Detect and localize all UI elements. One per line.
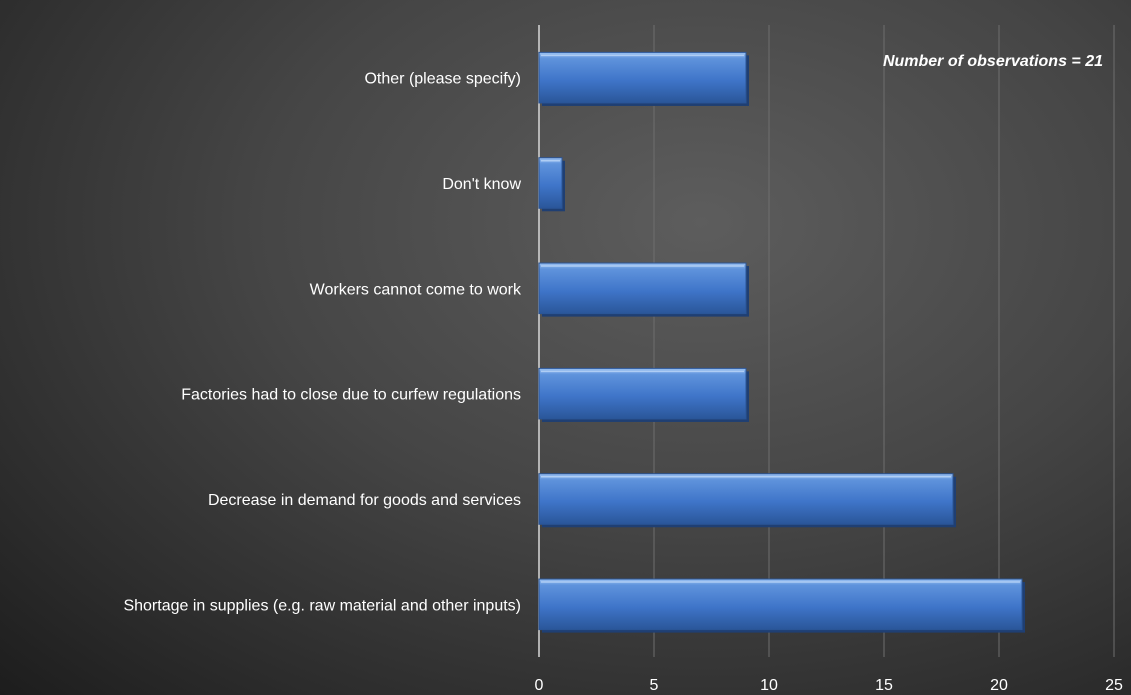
bar-face — [538, 51, 747, 104]
observations-annotation: Number of observations = 21 — [883, 53, 1103, 70]
bar-2 — [538, 262, 749, 317]
category-label: Other (please specify) — [364, 71, 521, 88]
category-label: Factories had to close due to curfew reg… — [181, 387, 521, 404]
x-tick-labels: 0 5 10 15 20 25 — [535, 677, 1123, 694]
x-tick-label: 20 — [990, 677, 1008, 694]
bar-4 — [538, 473, 956, 528]
bar-face — [538, 473, 954, 525]
bar-face — [538, 262, 747, 315]
bar-5 — [538, 578, 1025, 633]
category-label: Decrease in demand for goods and service… — [208, 492, 521, 509]
bar-face — [538, 367, 747, 420]
category-label: Don't know — [442, 176, 521, 193]
bar-3 — [538, 367, 749, 422]
category-label: Workers cannot come to work — [310, 281, 522, 298]
x-tick-label: 15 — [875, 677, 893, 694]
x-tick-label: 25 — [1105, 677, 1123, 694]
bar-0 — [538, 51, 749, 106]
x-tick-label: 0 — [535, 677, 544, 694]
x-tick-label: 5 — [650, 677, 659, 694]
bar-face — [538, 157, 563, 209]
category-label: Shortage in supplies (e.g. raw material … — [123, 597, 521, 614]
x-tick-label: 10 — [760, 677, 778, 694]
bar-1 — [538, 157, 565, 212]
gridlines — [653, 25, 1115, 657]
bars — [538, 51, 1025, 633]
category-labels: Other (please specify) Don't know Workers … — [123, 71, 522, 615]
bar-face — [538, 578, 1023, 631]
